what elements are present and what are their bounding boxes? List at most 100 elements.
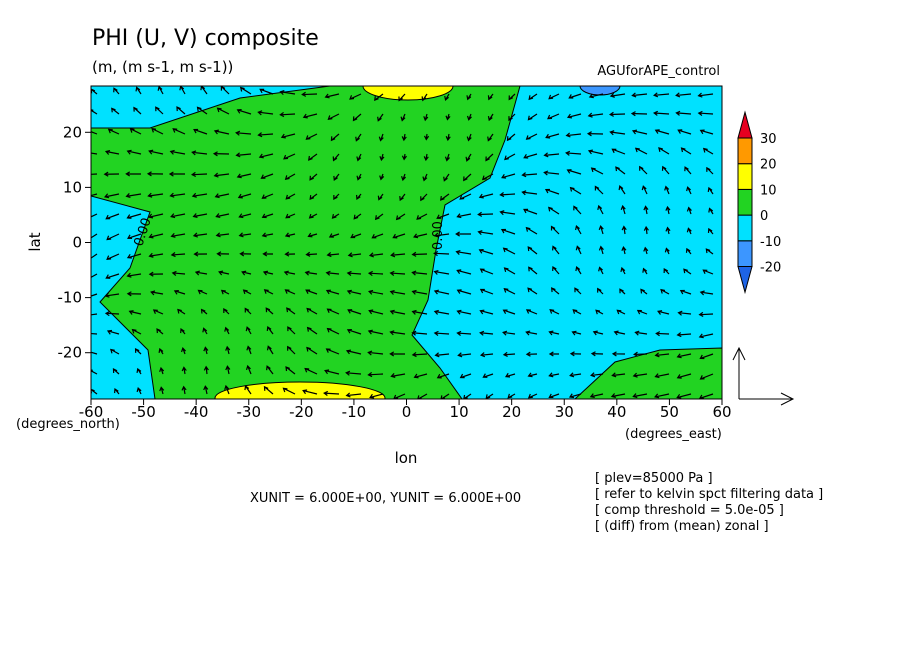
vector-arrow: [302, 389, 318, 395]
vector-arrow: [706, 166, 714, 175]
vector-arrow: [126, 291, 142, 297]
vector-arrow: [525, 226, 538, 235]
vector-arrow: [487, 133, 494, 142]
vector-arrow: [367, 350, 384, 356]
vector-arrow: [374, 213, 384, 221]
vector-arrow: [286, 307, 296, 315]
vector-arrow: [548, 206, 560, 215]
vector-arrow: [214, 193, 230, 199]
vector-arrow: [445, 133, 451, 142]
vector-arrow: [621, 225, 627, 235]
vector-arrow: [569, 351, 582, 357]
vector-arrow: [367, 371, 384, 378]
vector-arrow: [126, 253, 142, 259]
vector-arrow: [203, 385, 209, 395]
vector-arrow: [368, 289, 384, 295]
vector-arrow: [640, 288, 648, 295]
vector-arrow: [632, 393, 648, 399]
colorbar-segment: [737, 214, 753, 242]
vector-arrow: [547, 113, 560, 120]
vector-arrow: [587, 149, 604, 155]
vector-arrow: [304, 270, 318, 276]
vector-arrow: [611, 351, 626, 357]
vector-arrow: [148, 149, 164, 155]
vector-arrow: [569, 186, 582, 195]
vector-arrow: [501, 173, 516, 179]
vector-arrow: [675, 92, 692, 98]
vector-arrow: [389, 309, 406, 315]
vector-arrow: [479, 330, 494, 336]
vector-arrow: [610, 393, 626, 399]
vector-arrow: [421, 93, 428, 102]
vector-arrow: [325, 289, 340, 295]
vector-arrow: [456, 330, 472, 336]
vector-arrow: [216, 251, 230, 257]
vector-arrow: [91, 193, 98, 197]
vector-arrow: [653, 92, 670, 98]
y-unit: (degrees_north): [16, 417, 120, 432]
vector-arrow: [589, 393, 604, 399]
vector-arrow: [611, 372, 626, 378]
vector-arrow: [433, 309, 450, 315]
vector-arrow: [655, 331, 670, 337]
vector-arrow: [356, 153, 362, 162]
vector-arrow: [196, 106, 208, 115]
vector-arrow: [508, 113, 516, 122]
vector-arrow: [423, 133, 430, 141]
vector-arrow: [619, 288, 626, 295]
vector-arrow: [575, 245, 582, 255]
vector-arrow: [328, 233, 340, 238]
vector-arrow: [643, 205, 649, 215]
vector-arrow: [568, 93, 582, 99]
vector-arrow: [525, 351, 538, 357]
vector-arrow: [215, 232, 230, 238]
vector-arrow: [478, 193, 494, 199]
vector-arrow: [389, 289, 406, 295]
vector-arrow: [654, 393, 670, 399]
vector-arrow: [631, 129, 648, 135]
vector-arrow: [324, 93, 340, 99]
vector-arrow: [128, 310, 142, 315]
vector-arrow: [444, 153, 450, 162]
vector-arrow: [246, 345, 252, 355]
vector-arrow: [686, 186, 692, 195]
vector-arrow: [104, 311, 120, 317]
vector-arrow: [548, 393, 560, 399]
vector-arrow: [111, 107, 120, 115]
vector-arrow: [443, 173, 450, 182]
vector-arrow: [223, 308, 230, 315]
vector-arrow: [91, 313, 98, 316]
vector-arrow: [698, 393, 714, 399]
vector-arrow: [104, 149, 120, 155]
vector-arrow: [284, 251, 296, 257]
colorbar-label: -10: [760, 235, 781, 250]
vector-arrow: [266, 365, 274, 375]
vector-arrow: [686, 227, 692, 235]
vector-arrow: [349, 93, 362, 100]
vector-arrow: [399, 193, 406, 202]
vector-arrow: [636, 309, 648, 315]
vector-arrow: [502, 309, 516, 315]
vector-arrow: [305, 133, 318, 140]
vector-arrow: [598, 266, 604, 275]
vector-arrow: [620, 266, 626, 275]
vector-arrow: [459, 193, 472, 200]
vector-arrow: [543, 152, 560, 158]
vector-arrow: [324, 369, 340, 375]
vector-arrow: [284, 173, 296, 181]
vector-arrow: [445, 113, 451, 121]
vector-arrow: [528, 266, 538, 275]
vector-arrow: [216, 107, 230, 115]
vector-arrow: [677, 129, 692, 135]
vector-arrow: [663, 267, 670, 275]
vector-arrow: [420, 193, 428, 202]
vector-arrow: [525, 330, 538, 336]
vector-arrow: [487, 93, 494, 101]
vector-arrow: [114, 388, 120, 395]
vector-arrow: [159, 366, 165, 375]
vector-arrow: [173, 290, 186, 295]
vector-arrow: [177, 308, 186, 315]
vector-arrow: [390, 373, 406, 378]
vector-arrow: [456, 289, 472, 295]
vector-arrow: [664, 247, 670, 255]
